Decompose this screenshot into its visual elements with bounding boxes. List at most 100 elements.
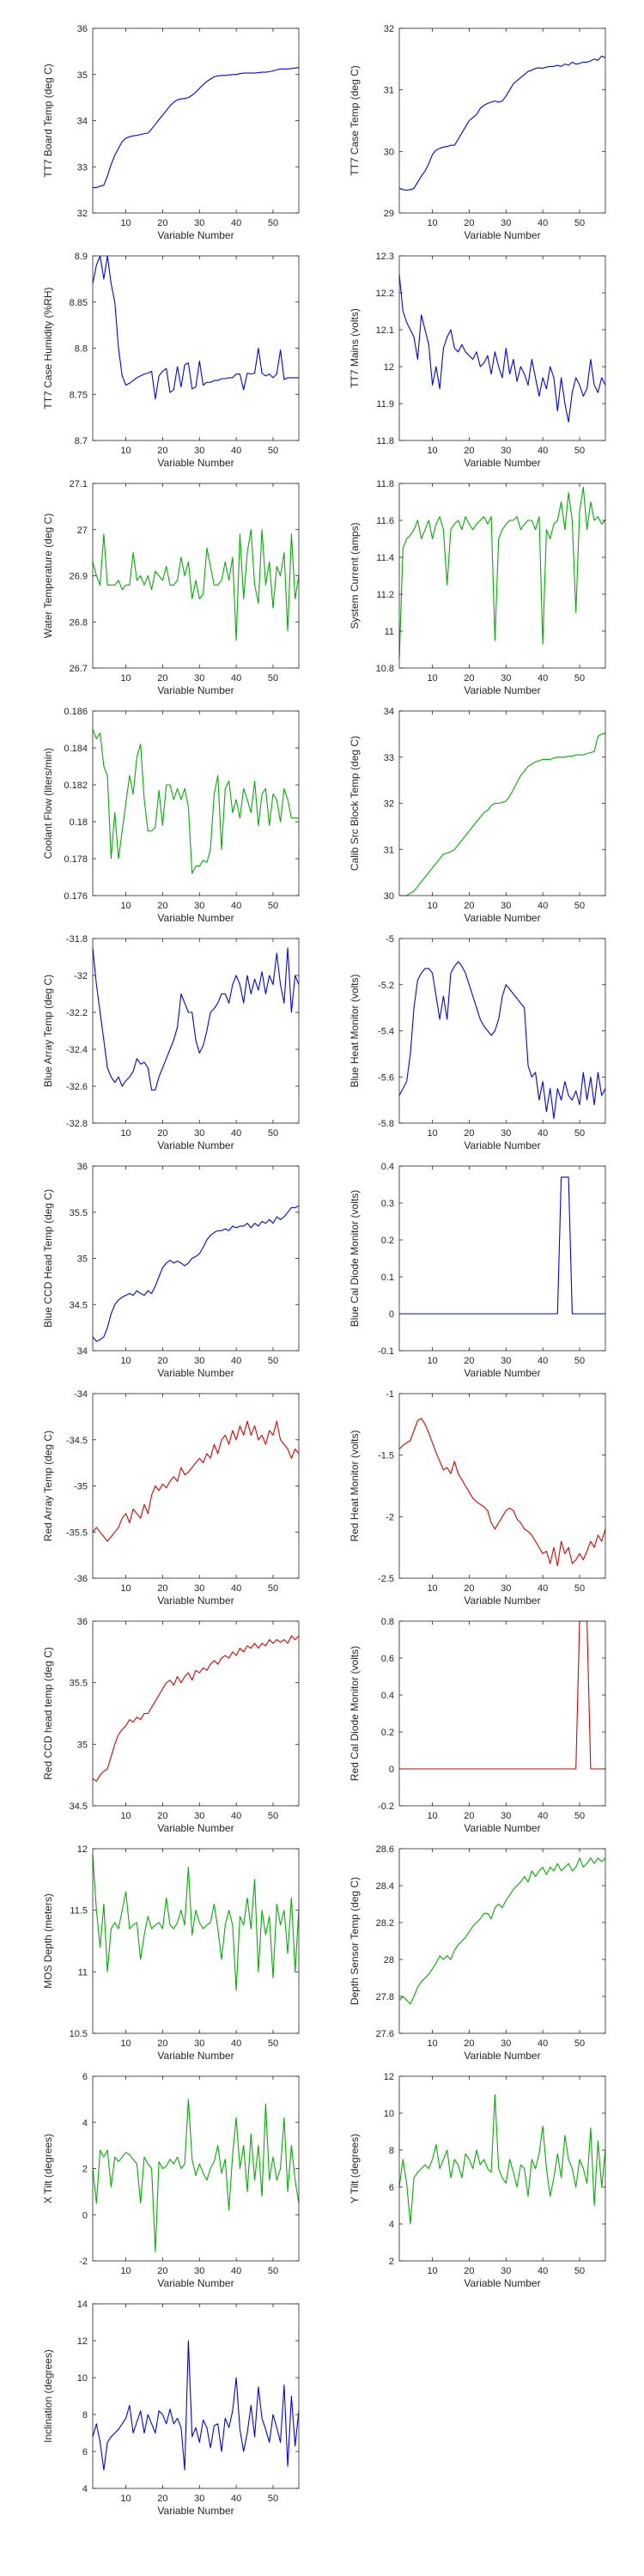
series-line [398, 2093, 606, 2225]
x-axis-label: Variable Number [464, 2050, 540, 2062]
chart-panel-17: 10 20 30 40 50 10.5 11 11.5 12 Variable Number MOS… [42, 1844, 300, 2062]
chart-panel-7: 10 20 30 40 50 0.176 0.178 0.18 0.182 0.184 0.186 V… [42, 707, 300, 924]
x-tick-label: 10 [427, 218, 437, 228]
x-tick-label: 40 [231, 2494, 241, 2504]
y-tick-label: -32.4 [66, 1045, 88, 1055]
y-tick-label: 8.7 [75, 436, 88, 447]
y-tick-label: 6 [82, 2447, 88, 2458]
y-tick-label: -5.8 [378, 1119, 394, 1129]
y-tick-label: 10.5 [70, 2029, 88, 2039]
x-axis-label: Variable Number [464, 1367, 540, 1379]
y-tick-label: 14 [77, 2300, 88, 2310]
chart-panel-19: 10 20 30 40 50 -2 0 2 4 6 Variable Number X Tilt (d… [42, 2072, 300, 2289]
y-tick-label: -32 [74, 971, 88, 981]
y-tick-label: 8.8 [75, 344, 88, 355]
y-tick-label: -1 [386, 1389, 394, 1400]
x-tick-label: 50 [574, 1583, 585, 1594]
y-tick-label: 0.184 [64, 744, 88, 754]
y-tick-label: 2 [389, 2257, 394, 2267]
chart-panel-6: 10 20 30 40 50 10.8 11 11.2 11.4 11.6 11.8 Variable… [349, 479, 606, 696]
x-tick-label: 10 [427, 2266, 437, 2276]
x-tick-label: 30 [501, 673, 511, 683]
y-axis-label: Blue Cal Diode Monitor (volts) [349, 1190, 361, 1327]
chart-panel-14: 10 20 30 40 50 -2.5 -2 -1.5 -1 Variable Number Red… [349, 1389, 606, 1607]
x-tick-label: 50 [574, 1356, 585, 1366]
axes-box [92, 2075, 300, 2262]
x-tick-label: 10 [427, 673, 437, 683]
x-axis-label: Variable Number [157, 1367, 234, 1379]
x-tick-label: 20 [464, 2266, 474, 2276]
chart-panel-3: 10 20 30 40 50 8.7 8.75 8.8 8.85 8.9 Variable Numb… [42, 252, 300, 469]
x-tick-label: 40 [538, 446, 548, 456]
y-tick-label: 32 [384, 24, 394, 34]
axes-box [92, 1165, 300, 1352]
y-tick-label: 0.3 [381, 1199, 394, 1209]
x-tick-label: 30 [501, 218, 511, 228]
series-line [92, 947, 300, 1091]
axes-box [398, 1393, 606, 1579]
y-tick-label: 4 [82, 2484, 88, 2494]
x-tick-label: 20 [464, 673, 474, 683]
y-tick-label: 0 [82, 2210, 88, 2221]
y-tick-label: -0.1 [378, 1346, 394, 1357]
y-tick-label: 36 [77, 1617, 88, 1627]
series-line [399, 1176, 605, 1315]
y-tick-label: 0.186 [64, 707, 88, 717]
x-tick-label: 10 [427, 2038, 437, 2049]
series-line [92, 255, 299, 400]
x-tick-label: 50 [574, 2266, 585, 2276]
y-axis-label: TT7 Mains (volts) [349, 308, 361, 388]
x-tick-label: 10 [427, 1356, 437, 1366]
chart-panel-5: 10 20 30 40 50 26.7 26.8 26.9 27 27.1 Variable Num… [42, 479, 300, 696]
x-tick-label: 30 [194, 1811, 204, 1821]
y-tick-label: 26.9 [70, 572, 88, 582]
x-tick-label: 10 [120, 1356, 131, 1366]
x-tick-label: 10 [427, 1811, 437, 1821]
x-tick-label: 30 [194, 2494, 204, 2504]
x-tick-label: 50 [268, 2494, 278, 2504]
y-tick-label: 27.1 [70, 479, 88, 489]
y-axis-label: Red Array Temp (deg C) [42, 1431, 54, 1541]
axes-box [398, 483, 606, 669]
x-tick-label: 10 [427, 901, 437, 911]
x-tick-label: 40 [538, 1128, 548, 1139]
y-tick-label: 0.1 [381, 1273, 394, 1283]
x-tick-label: 10 [120, 446, 131, 456]
y-tick-label: 0.4 [381, 1691, 394, 1701]
y-tick-label: 34.5 [70, 1300, 88, 1310]
x-tick-label: 40 [538, 2266, 548, 2276]
series-line [92, 1635, 300, 1782]
y-tick-label: 32 [77, 209, 88, 219]
y-tick-label: 2 [82, 2165, 88, 2175]
x-tick-label: 30 [501, 1811, 511, 1821]
y-tick-label: -34 [74, 1389, 88, 1400]
x-tick-label: 30 [194, 1583, 204, 1594]
x-tick-label: 50 [268, 673, 278, 683]
y-tick-label: 12 [77, 2336, 88, 2347]
x-tick-label: 10 [120, 1583, 131, 1594]
x-tick-label: 30 [501, 1128, 511, 1139]
x-tick-label: 20 [157, 673, 167, 683]
x-tick-label: 50 [574, 1128, 585, 1139]
x-axis-label: Variable Number [157, 684, 234, 696]
x-tick-label: 50 [268, 2266, 278, 2276]
x-axis-label: Variable Number [464, 229, 540, 241]
y-tick-label: 34.5 [70, 1801, 88, 1812]
y-tick-label: -34.5 [66, 1436, 88, 1446]
y-tick-label: 12 [77, 1844, 88, 1855]
series-line [398, 1857, 606, 2005]
y-axis-label: Water Temperature (deg C) [42, 513, 54, 638]
y-tick-label: 29 [384, 209, 394, 219]
x-tick-label: 50 [574, 1811, 585, 1821]
chart-panel-1: 10 20 30 40 50 32 33 34 35 36 Variable Number TT7 B… [42, 24, 300, 241]
x-tick-label: 10 [120, 218, 131, 228]
x-tick-label: 40 [231, 2038, 241, 2049]
y-axis-label: Depth Sensor Temp (deg C) [349, 1877, 361, 2005]
x-tick-label: 10 [120, 2494, 131, 2504]
y-tick-label: 4 [389, 2220, 394, 2230]
series-line [398, 274, 606, 423]
axes-box [92, 710, 300, 896]
x-axis-label: Variable Number [464, 457, 540, 469]
y-axis-label: Y Tilt (degrees) [349, 2134, 361, 2203]
x-tick-label: 50 [268, 1583, 278, 1594]
